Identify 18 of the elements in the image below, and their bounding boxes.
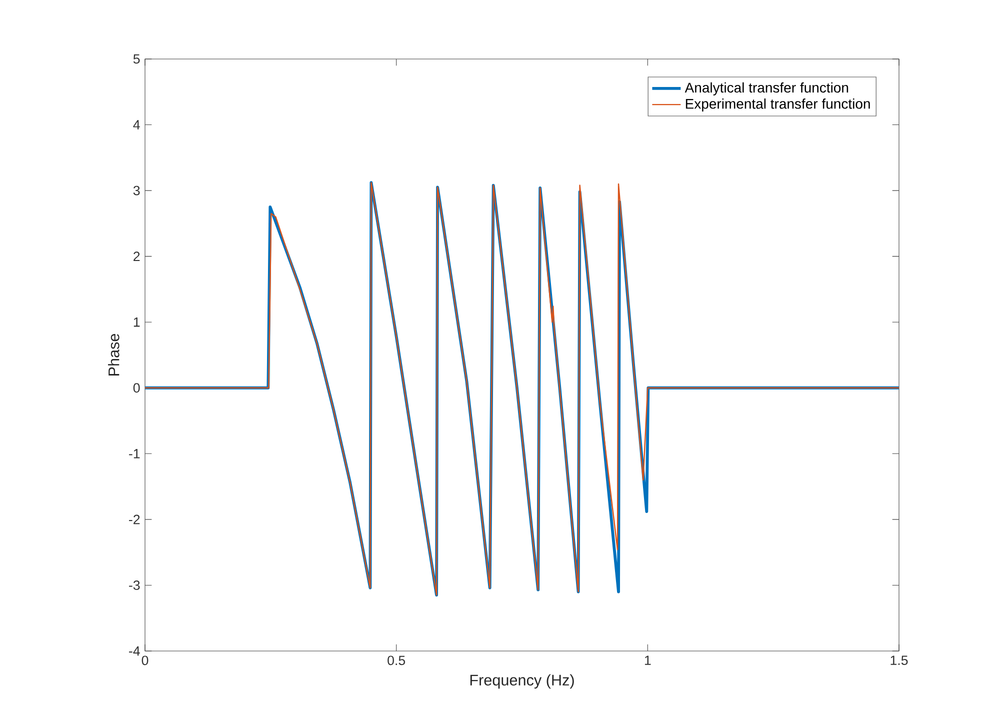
x-tick-label: 0.5 <box>388 656 406 666</box>
x-axis-title: Frequency (Hz) <box>470 674 574 689</box>
x-tick-label: 0 <box>142 656 148 666</box>
y-tick-label: -2 <box>129 514 140 524</box>
y-tick-label: 1 <box>134 318 140 327</box>
y-tick-label: 5 <box>133 54 140 64</box>
y-tick-label: -1 <box>129 449 140 458</box>
y-tick-label: 0 <box>133 383 140 393</box>
y-tick-label: 3 <box>133 186 140 196</box>
y-tick-label: 2 <box>134 252 140 261</box>
x-tick-label: 1 <box>644 656 651 665</box>
legend-label: Analytical transfer function <box>684 82 848 96</box>
y-tick-label: -3 <box>129 580 140 590</box>
x-tick-label: 1.5 <box>890 656 908 665</box>
y-tick-label: -4 <box>129 646 140 656</box>
y-tick-label: 4 <box>133 120 140 130</box>
legend-label: Experimental transfer function <box>686 98 870 112</box>
y-axis-title: Phase <box>108 334 120 376</box>
